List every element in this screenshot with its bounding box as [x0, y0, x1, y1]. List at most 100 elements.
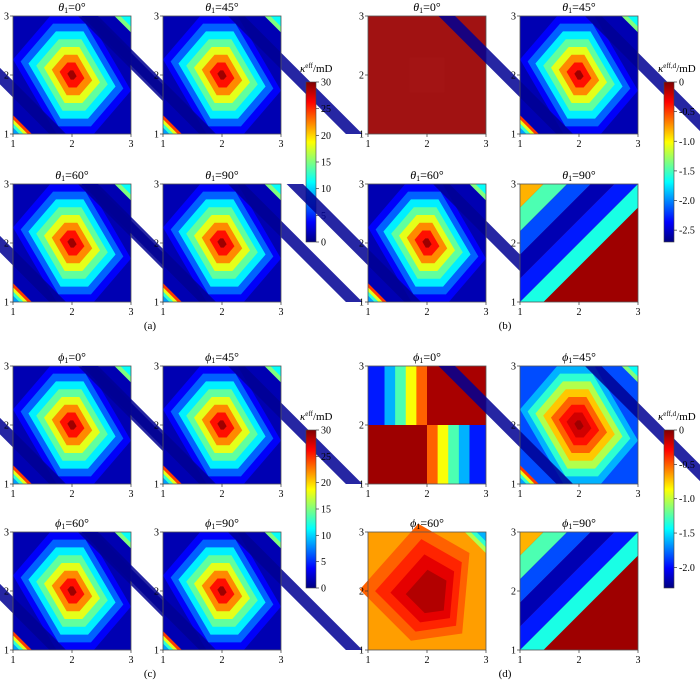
- x-tick-label: 2: [70, 139, 75, 150]
- colorbar-tick-label: 15: [321, 505, 331, 516]
- y-tick-label: 1: [154, 646, 159, 657]
- x-tick-label: 3: [279, 139, 284, 150]
- x-tick-label: 2: [220, 139, 225, 150]
- x-tick-label: 3: [129, 307, 134, 318]
- colorbar-label: κeff,d/mD: [658, 62, 696, 75]
- colorbar-tick-label: 5: [321, 557, 326, 568]
- panel-label: (a): [144, 320, 157, 332]
- y-tick-label: 2: [4, 239, 9, 250]
- x-tick-label: 2: [425, 655, 430, 666]
- y-tick-label: 1: [511, 646, 516, 657]
- heatmap-band: [270, 532, 281, 543]
- heatmap: [81, 532, 363, 650]
- x-tick-label: 3: [484, 655, 489, 666]
- y-tick-label: 3: [359, 12, 364, 23]
- colorbar-tick-label: -0.5: [679, 107, 695, 118]
- heatmap-band: [614, 278, 638, 302]
- subplot-title: ϕ1=60°: [55, 516, 89, 531]
- y-tick-label: 3: [511, 362, 516, 373]
- colorbar-tick-label: 0: [679, 78, 684, 89]
- heatmap-band: [81, 366, 217, 484]
- y-tick-label: 2: [359, 421, 364, 432]
- heatmap: [438, 16, 700, 134]
- colorbar: 0 -0.5 -1.0 -1.5 -2.0 -2.5 κeff,d/mD: [658, 62, 696, 243]
- x-tick-label: 3: [484, 489, 489, 500]
- x-tick-label: 1: [518, 655, 523, 666]
- heatmap-band: [13, 477, 20, 484]
- x-tick-label: 3: [636, 139, 641, 150]
- y-tick-label: 2: [511, 421, 516, 432]
- subplot: θ1=45° 1 2 3 1 2 3: [438, 0, 700, 150]
- heatmap-band: [0, 417, 67, 484]
- heatmap: [520, 532, 638, 650]
- colorbar-gradient: [305, 429, 317, 589]
- colorbar-tick-label: 20: [321, 131, 331, 142]
- y-tick-label: 1: [154, 298, 159, 309]
- colorbar-tick-label: 15: [321, 158, 331, 169]
- colorbar-tick-label: -2.0: [679, 196, 695, 207]
- colorbar-tick-label: 0: [321, 238, 326, 249]
- subplot-title: θ1=60°: [410, 168, 444, 183]
- x-tick-label: 1: [366, 655, 371, 666]
- subplot: ϕ1=0° 1 2 3 1 2 3: [359, 350, 489, 500]
- heatmap-band: [270, 366, 281, 377]
- y-tick-label: 2: [154, 421, 159, 432]
- heatmap-band: [270, 16, 281, 27]
- colorbar-tick-label: 25: [321, 104, 331, 115]
- x-tick-label: 2: [220, 489, 225, 500]
- colorbar-tick-label: 0: [321, 584, 326, 595]
- heatmap-band: [0, 583, 67, 650]
- colorbar-tick-label: -2.5: [679, 226, 695, 237]
- heatmap-band: [13, 295, 20, 302]
- colorbar-tick-label: 30: [321, 426, 331, 437]
- x-tick-label: 3: [484, 307, 489, 318]
- x-tick-label: 2: [577, 139, 582, 150]
- x-tick-label: 2: [425, 307, 430, 318]
- subplot-title: ϕ1=0°: [58, 350, 86, 365]
- heatmap-band: [405, 569, 447, 614]
- heatmap-band: [543, 555, 638, 650]
- heatmap-band: [81, 532, 217, 650]
- heatmap-band: [567, 231, 638, 302]
- subplot-title: θ1=45°: [205, 0, 239, 15]
- x-tick-label: 1: [11, 489, 16, 500]
- heatmap-band: [120, 366, 131, 377]
- heatmap-band: [81, 16, 217, 134]
- colorbar-label: κeff/mD: [300, 410, 333, 423]
- y-tick-label: 1: [4, 298, 9, 309]
- x-tick-label: 1: [11, 139, 16, 150]
- x-tick-label: 1: [366, 489, 371, 500]
- subplot: ϕ1=60° 1 2 3 1 2 3: [359, 516, 489, 666]
- x-tick-label: 1: [11, 307, 16, 318]
- y-tick-label: 2: [511, 239, 516, 250]
- x-tick-label: 3: [129, 655, 134, 666]
- y-tick-label: 3: [511, 12, 516, 23]
- heatmap-band: [520, 184, 591, 255]
- y-tick-label: 3: [359, 180, 364, 191]
- heatmap-band: [469, 425, 486, 484]
- y-tick-label: 2: [511, 71, 516, 82]
- x-tick-label: 2: [577, 655, 582, 666]
- x-tick-label: 1: [518, 307, 523, 318]
- panel-label: (b): [499, 320, 512, 332]
- x-tick-label: 1: [161, 139, 166, 150]
- y-tick-label: 1: [359, 130, 364, 141]
- subplot-title: θ1=45°: [562, 0, 596, 15]
- x-tick-label: 2: [425, 139, 430, 150]
- heatmap-band: [67, 586, 77, 596]
- heatmap-band: [67, 420, 77, 430]
- heatmap-band: [0, 235, 67, 302]
- y-tick-label: 1: [511, 130, 516, 141]
- y-tick-label: 3: [154, 180, 159, 191]
- colorbar-tick-label: 20: [321, 478, 331, 489]
- heatmap-band: [270, 184, 281, 195]
- x-tick-label: 2: [425, 489, 430, 500]
- x-tick-label: 2: [577, 307, 582, 318]
- heatmap-band: [476, 532, 486, 542]
- heatmap-band: [227, 184, 363, 302]
- heatmap-band: [520, 127, 527, 134]
- heatmap-band: [227, 16, 363, 134]
- heatmap-band: [438, 366, 574, 484]
